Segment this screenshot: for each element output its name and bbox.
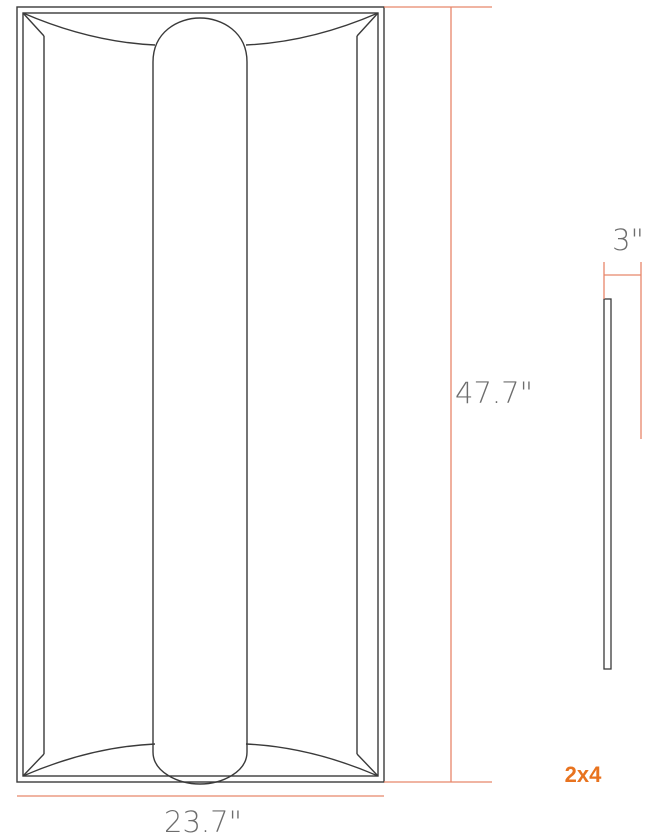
fixture-outer-frame <box>16 6 385 783</box>
reflector-curve-bottom-left <box>22 743 156 777</box>
reflector-curve-bottom-right <box>245 743 379 777</box>
fixture-front-view <box>16 6 385 785</box>
side-profile-body <box>603 298 612 670</box>
corner-bevel-bottom-right <box>356 753 379 777</box>
reflector-curve-top-left <box>22 12 156 46</box>
width-label: 23.7" <box>164 805 242 838</box>
fixture-side-view: 3" <box>603 223 644 670</box>
height-label: 47.7" <box>455 376 533 410</box>
size-label: 2x4 <box>565 762 602 787</box>
depth-label: 3" <box>612 223 644 257</box>
fixture-inner-frame <box>22 12 379 777</box>
corner-bevel-top-right <box>356 12 379 37</box>
center-lens <box>152 17 248 785</box>
height-dimension <box>384 6 492 783</box>
reflector-curve-top-right <box>245 12 379 46</box>
corner-bevel-top-left <box>22 12 45 37</box>
corner-bevel-bottom-left <box>22 753 45 777</box>
